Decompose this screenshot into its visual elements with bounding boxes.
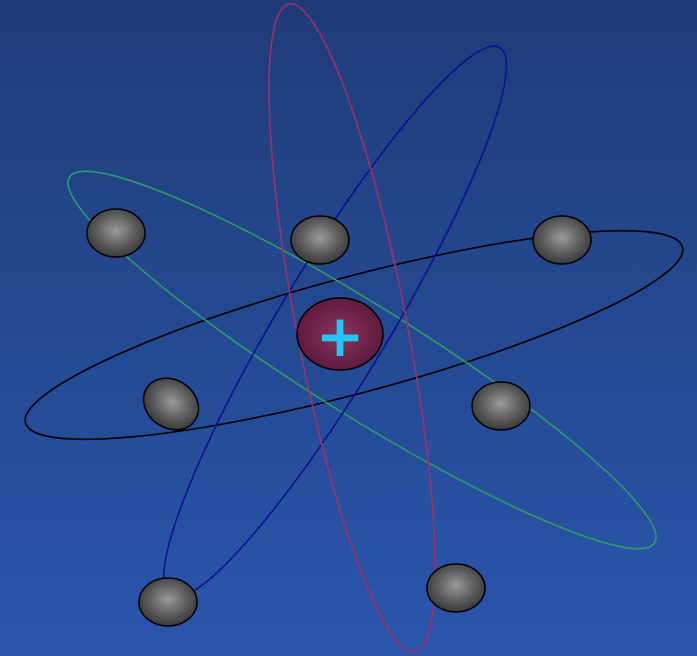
electron: [426, 563, 486, 613]
electron: [86, 208, 146, 258]
nucleus-body: [296, 297, 384, 371]
electrons-group: [86, 208, 592, 627]
green-orbit: [67, 170, 657, 550]
electron: [142, 377, 200, 431]
electron: [532, 215, 592, 265]
electron: [138, 577, 198, 627]
electron: [290, 215, 350, 265]
black-orbit: [24, 229, 684, 441]
nucleus-symbol: +: [316, 302, 365, 370]
electron: [471, 381, 531, 431]
nucleus: +: [296, 297, 384, 371]
